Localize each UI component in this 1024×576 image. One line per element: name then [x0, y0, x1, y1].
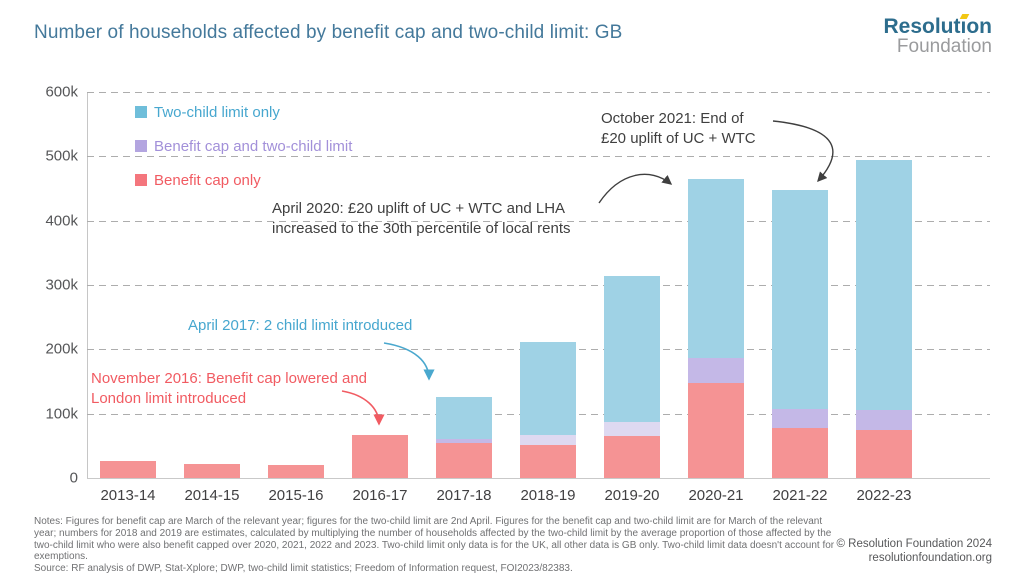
logo-i-glyph: ı: [959, 14, 969, 38]
bar-2020-21-benefit-cap-and-two-child-limit: [688, 357, 744, 384]
annotation-october-2021: October 2021: End of £20 uplift of UC + …: [601, 110, 756, 148]
x-axis-label-2014-15: 2014-15: [184, 487, 240, 504]
y-axis-line: [87, 92, 88, 478]
bar-2014-15-benefit-cap-only: [184, 463, 240, 478]
legend-swatch-icon: [135, 174, 147, 186]
bar-2019-20-two-child-limit-only: [604, 275, 660, 423]
logo-subtitle: Foundation: [896, 36, 992, 58]
y-axis-label-600k: 600k: [45, 83, 78, 101]
x-axis-label-2016-17: 2016-17: [352, 487, 408, 504]
legend-label: Two-child limit only: [154, 103, 280, 121]
x-axis-label-2017-18: 2017-18: [436, 487, 492, 504]
chart-notes: Notes: Figures for benefit cap are March…: [34, 516, 836, 575]
bar-2017-18-two-child-limit-only: [436, 396, 492, 440]
x-axis-label-2015-16: 2015-16: [268, 487, 324, 504]
x-axis-line: [87, 478, 990, 479]
arrow-october-2021: [772, 120, 834, 183]
legend-swatch-icon: [135, 140, 147, 152]
bar-2018-19-two-child-limit-only: [520, 341, 576, 435]
x-axis-label-2018-19: 2018-19: [520, 487, 576, 504]
y-axis-label-0: 0: [69, 469, 78, 487]
bar-2017-18-benefit-cap-only: [436, 443, 492, 478]
legend-item-two-child-limit-only: Two-child limit only: [135, 103, 280, 121]
copyright-text: © Resolution Foundation 2024: [836, 538, 992, 550]
bar-2013-14-benefit-cap-only: [100, 460, 156, 478]
y-axis-label-400k: 400k: [45, 212, 78, 230]
gridline-500k: [87, 156, 990, 158]
resolution-foundation-logo: Resolutı on Foundation: [883, 14, 992, 58]
bar-2020-21-two-child-limit-only: [688, 179, 744, 358]
annotation-april-2017: April 2017: 2 child limit introduced: [188, 317, 413, 334]
website-text: resolutionfoundation.org: [868, 552, 992, 565]
bar-2016-17-benefit-cap-only: [352, 434, 408, 478]
page-title: Number of households affected by benefit…: [34, 22, 623, 43]
gridline-300k: [87, 285, 990, 286]
legend-item-benefit-cap-only: Benefit cap only: [135, 171, 261, 189]
bar-2018-19-benefit-cap-and-two-child-limit: [520, 434, 576, 445]
bar-2020-21-benefit-cap-only: [688, 383, 744, 478]
x-axis-label-2022-23: 2022-23: [856, 487, 912, 504]
bar-2018-19-benefit-cap-only: [520, 444, 576, 478]
annotation-november-2016: November 2016: Benefit cap lowered and L…: [91, 370, 368, 408]
legend-swatch-icon: [135, 106, 147, 118]
legend-label: Benefit cap and two-child limit: [154, 137, 353, 155]
bar-2019-20-benefit-cap-and-two-child-limit: [604, 422, 660, 437]
bar-2021-22-benefit-cap-only: [772, 428, 828, 478]
gridline-200k: [87, 349, 990, 351]
bar-2022-23-two-child-limit-only: [856, 159, 912, 410]
annotation-april-2020: April 2020: £20 uplift of UC + WTC and L…: [272, 200, 571, 238]
bar-2021-22-benefit-cap-and-two-child-limit: [772, 409, 828, 429]
y-axis-label-500k: 500k: [45, 147, 78, 165]
arrow-april-2017: [383, 342, 435, 381]
source-text: Source: RF analysis of DWP, Stat-Xplore;…: [34, 563, 573, 575]
gridline-100k: [87, 413, 990, 415]
bar-2019-20-benefit-cap-only: [604, 436, 660, 478]
x-axis-label-2021-22: 2021-22: [772, 487, 828, 504]
y-axis-label-200k: 200k: [45, 340, 78, 358]
arrow-april-2020: [598, 173, 673, 204]
legend-label: Benefit cap only: [154, 171, 261, 189]
logo-wordmark: Resolutı on: [883, 14, 992, 38]
notes-text: Notes: Figures for benefit cap are March…: [34, 516, 835, 563]
bar-2022-23-benefit-cap-only: [856, 430, 912, 478]
x-axis-label-2020-21: 2020-21: [688, 487, 744, 504]
gridline-600k: [87, 92, 990, 93]
bar-2017-18-benefit-cap-and-two-child-limit: [436, 439, 492, 444]
bar-2022-23-benefit-cap-and-two-child-limit: [856, 409, 912, 431]
legend-item-benefit-cap-and-two-child-limit: Benefit cap and two-child limit: [135, 137, 353, 155]
y-axis-label-100k: 100k: [45, 405, 78, 423]
logo-yellow-accent-icon: [959, 14, 969, 19]
footer-credit: © Resolution Foundation 2024 resolutionf…: [836, 537, 992, 566]
bar-2021-22-two-child-limit-only: [772, 190, 828, 410]
y-axis-label-300k: 300k: [45, 276, 78, 294]
x-axis-label-2019-20: 2019-20: [604, 487, 660, 504]
bar-2015-16-benefit-cap-only: [268, 465, 324, 478]
x-axis-label-2013-14: 2013-14: [100, 487, 156, 504]
